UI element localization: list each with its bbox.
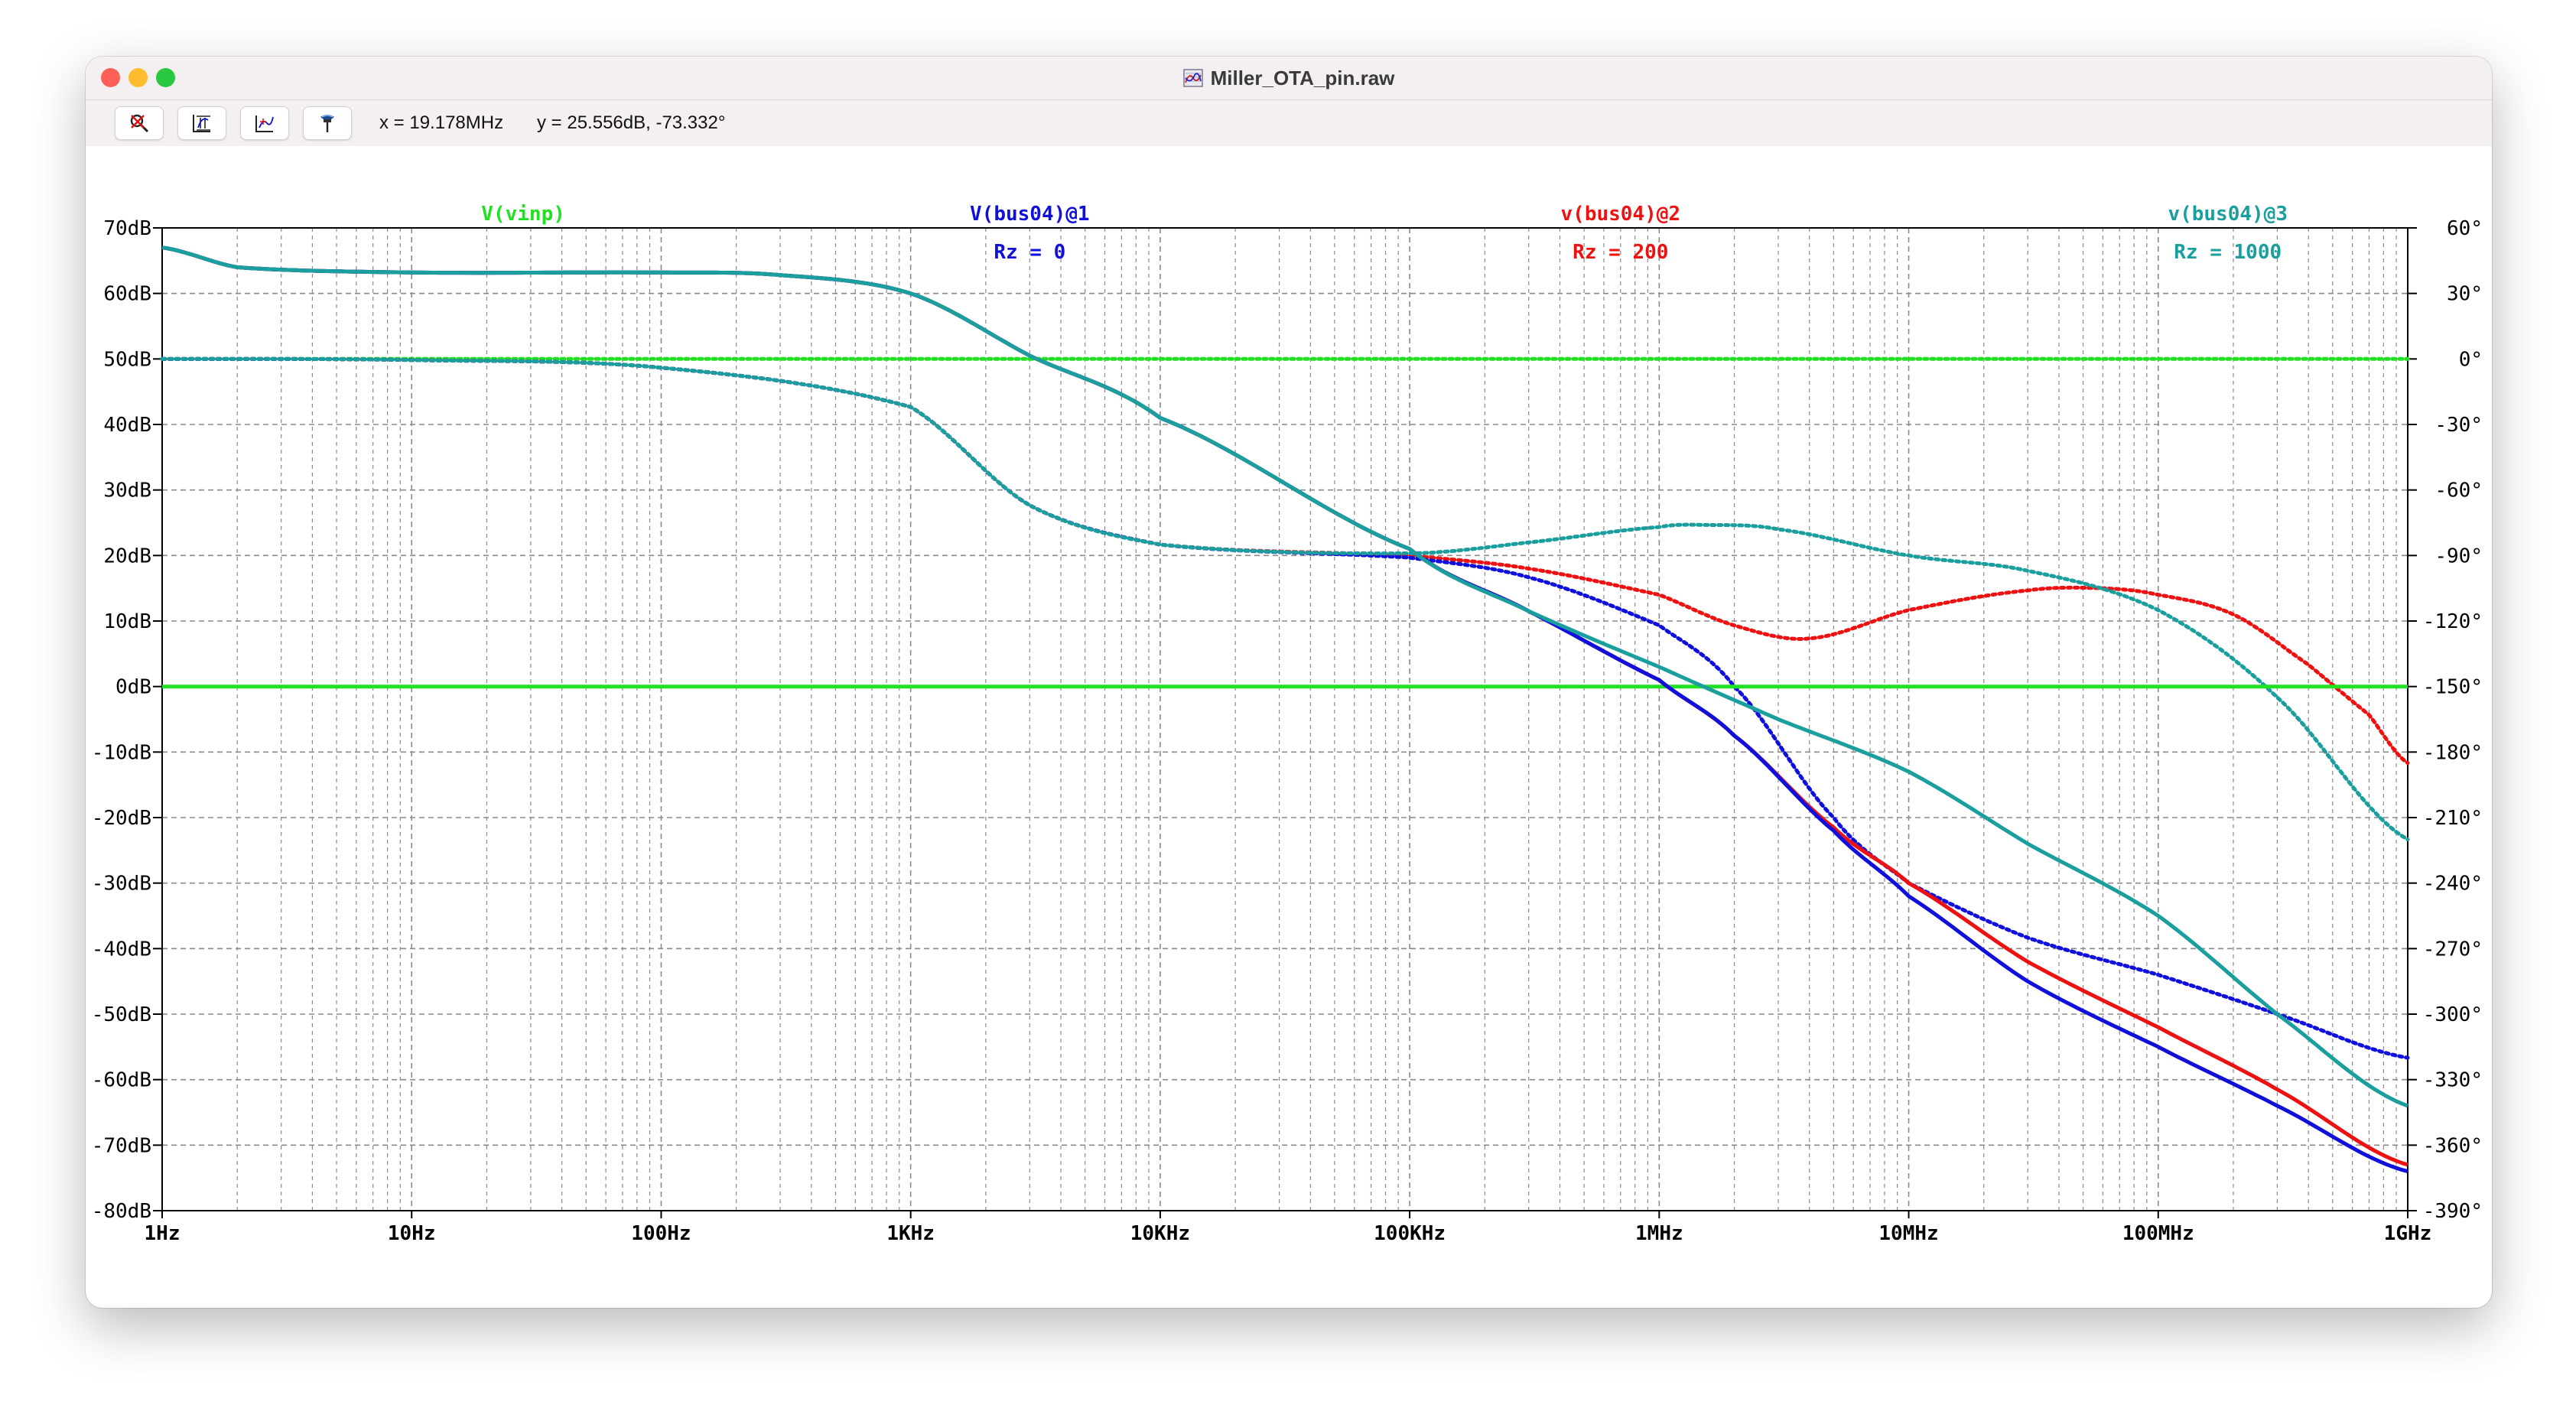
x-tick-label: 1GHz: [2384, 1222, 2432, 1245]
bode-plot[interactable]: 70dB 60dB 50dB 40dB 30dB 20dB 10dB 0dB -10dB -20d…: [86, 146, 2492, 1308]
left-tick-label: 60dB: [103, 283, 151, 306]
legend-label: V(vinp): [481, 203, 565, 226]
zoom-out-icon: [130, 114, 149, 133]
left-tick-label: -60dB: [92, 1069, 151, 1092]
legend-label: V(bus04)@1: [970, 203, 1090, 226]
left-tick-label: -50dB: [92, 1003, 151, 1026]
legend-sublabel: Rz = 200: [1573, 241, 1668, 264]
right-tick-label: -300°: [2423, 1003, 2483, 1026]
right-tick-label: 30°: [2447, 283, 2483, 306]
x-tick-label: 1Hz: [145, 1222, 181, 1245]
x-tick-label: 100KHz: [1374, 1222, 1446, 1245]
plot-window: Miller_OTA_pin.raw: [86, 57, 2492, 1308]
left-tick-label: 50dB: [103, 348, 151, 371]
right-tick-label: -390°: [2423, 1200, 2483, 1223]
pin-button[interactable]: [303, 106, 352, 140]
magnitude-curve-3: [161, 246, 2408, 1108]
pin-icon: [320, 115, 334, 132]
left-tick-label: -40dB: [92, 938, 151, 961]
left-tick-label: -70dB: [92, 1134, 151, 1157]
phase-curve-1: [160, 356, 2410, 1060]
x-tick-label: 1KHz: [886, 1222, 935, 1245]
legend-label: v(bus04)@2: [1561, 203, 1681, 226]
autorange-icon: [193, 115, 210, 132]
right-tick-label: -180°: [2423, 741, 2483, 764]
autorange-button[interactable]: [177, 106, 226, 140]
minimize-button[interactable]: [128, 68, 148, 87]
magnitude-curve-1: [161, 246, 2408, 1174]
right-tick-label: -90°: [2435, 545, 2483, 567]
legend-label: v(bus04)@3: [2168, 203, 2288, 226]
right-tick-label: 60°: [2447, 217, 2483, 240]
x-tick-label: 10Hz: [388, 1222, 436, 1245]
cursor-y-readout: y = 25.556dB, -73.332°: [537, 112, 726, 133]
left-tick-label: -80dB: [92, 1200, 151, 1223]
window-title: Miller_OTA_pin.raw: [1210, 66, 1395, 89]
right-tick-label: -270°: [2423, 938, 2483, 961]
left-tick-label: -30dB: [92, 873, 151, 896]
x-tick-label: 100MHz: [2122, 1222, 2194, 1245]
x-tick-label: 100Hz: [631, 1222, 691, 1245]
zoom-out-button[interactable]: [115, 106, 164, 140]
right-tick-label: -30°: [2435, 414, 2483, 437]
x-tick-label: 10MHz: [1878, 1222, 1938, 1245]
close-button[interactable]: [101, 68, 120, 87]
phase-curve-3: [160, 356, 2410, 842]
right-tick-label: -360°: [2423, 1134, 2483, 1157]
right-tick-label: -210°: [2423, 807, 2483, 830]
right-tick-label: -240°: [2423, 873, 2483, 896]
left-tick-label: 40dB: [103, 414, 151, 437]
cursor-x-readout: x = 19.178MHz: [379, 112, 504, 133]
right-tick-label: -60°: [2435, 480, 2483, 502]
pan-icon: [255, 115, 274, 132]
right-tick-label: -330°: [2423, 1069, 2483, 1092]
phase-curve-2: [160, 356, 2410, 766]
waveform-file-icon: [1182, 69, 1203, 87]
x-tick-label: 10KHz: [1130, 1222, 1190, 1245]
left-tick-label: -20dB: [92, 807, 151, 830]
title-bar: Miller_OTA_pin.raw: [86, 57, 2492, 100]
legend-sublabel: Rz = 1000: [2174, 241, 2282, 264]
right-tick-label: 0°: [2459, 348, 2483, 371]
x-tick-label: 1MHz: [1635, 1222, 1683, 1245]
right-tick-label: -120°: [2423, 610, 2483, 633]
left-tick-label: 10dB: [103, 610, 151, 633]
legend-sublabel: Rz = 0: [994, 241, 1065, 264]
plot-frame: [161, 227, 2408, 1211]
right-tick-label: -150°: [2423, 676, 2483, 699]
left-tick-label: 70dB: [103, 217, 151, 240]
left-tick-label: 0dB: [115, 676, 151, 699]
left-tick-label: 20dB: [103, 545, 151, 567]
left-tick-label: 30dB: [103, 480, 151, 502]
pan-button[interactable]: [240, 106, 289, 140]
left-tick-label: -10dB: [92, 741, 151, 764]
maximize-button[interactable]: [156, 68, 175, 87]
toolbar: x = 19.178MHz y = 25.556dB, -73.332°: [86, 100, 2492, 146]
magnitude-curve-2: [161, 246, 2408, 1167]
